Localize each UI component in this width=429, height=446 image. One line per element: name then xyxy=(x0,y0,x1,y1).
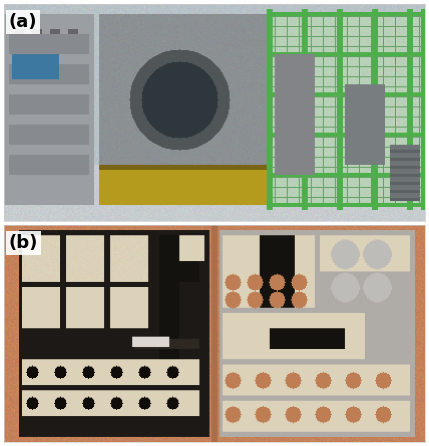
Text: (a): (a) xyxy=(9,13,37,31)
Text: (b): (b) xyxy=(9,234,38,252)
